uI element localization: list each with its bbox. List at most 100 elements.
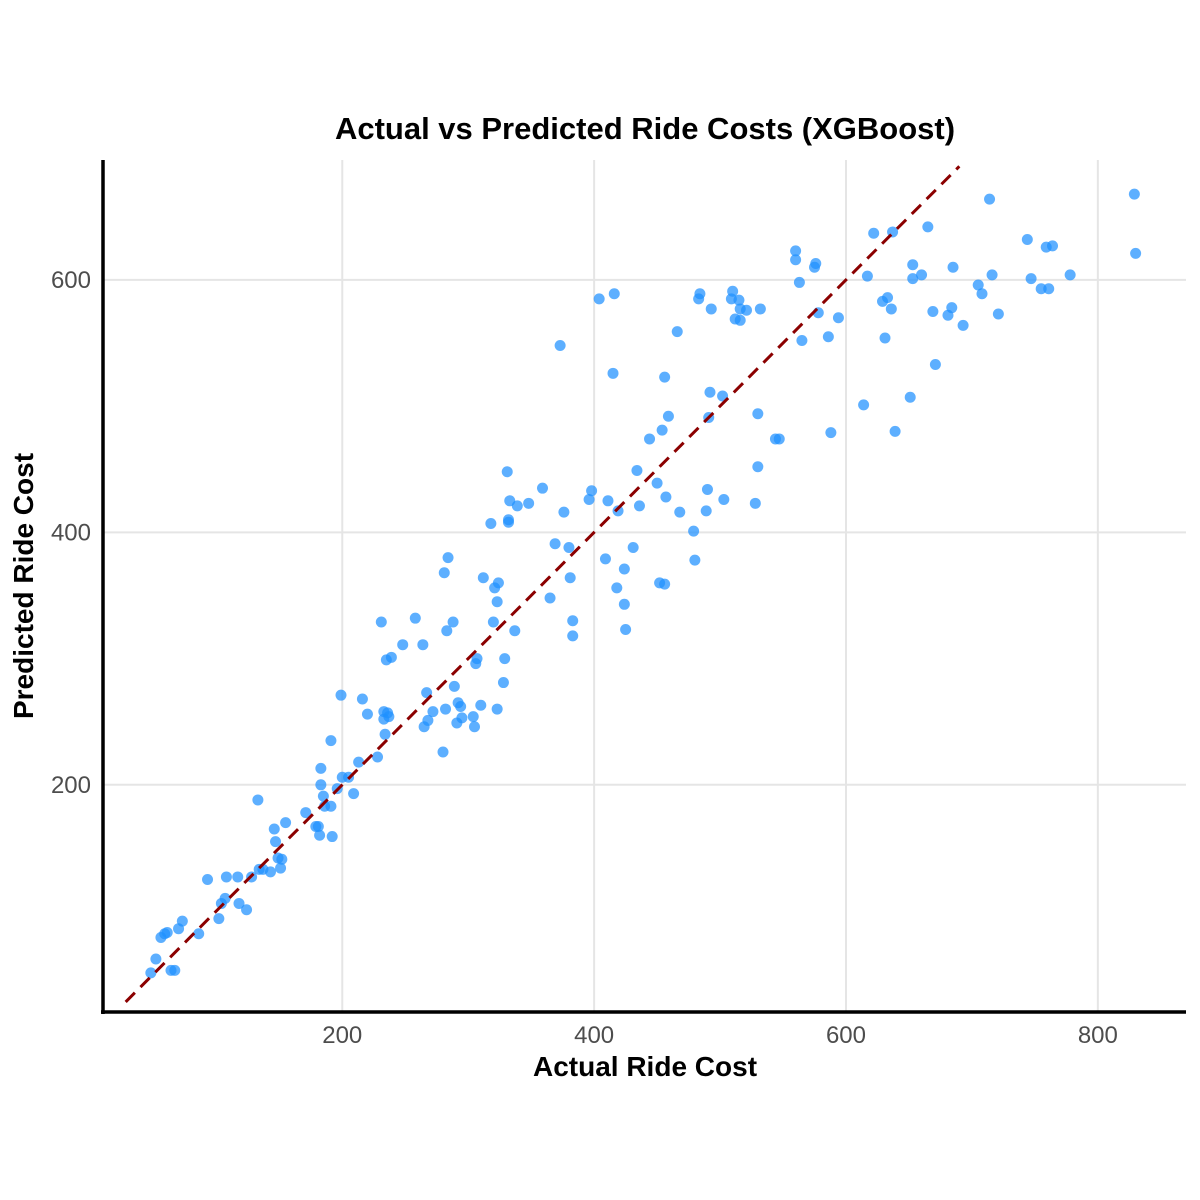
data-point-193: [1043, 283, 1055, 295]
data-point-67: [441, 625, 453, 637]
data-point-179: [929, 358, 941, 370]
y-tick-600: 600: [51, 267, 91, 294]
data-point-118: [631, 465, 643, 477]
data-point-100: [558, 506, 570, 518]
data-point-102: [564, 572, 576, 584]
data-point-14: [220, 871, 232, 883]
data-point-58: [409, 612, 421, 624]
data-point-45: [353, 756, 365, 768]
data-point-0: [145, 967, 157, 979]
data-point-186: [984, 193, 996, 205]
data-point-103: [567, 615, 579, 627]
data-point-73: [455, 701, 467, 713]
data-point-109: [602, 495, 614, 507]
x-tick-600: 600: [826, 1022, 866, 1049]
data-point-22: [264, 866, 276, 878]
data-point-126: [660, 491, 672, 503]
data-point-162: [825, 427, 837, 439]
data-point-55: [383, 711, 395, 723]
data-point-104: [567, 630, 579, 642]
data-point-138: [705, 303, 717, 315]
data-point-23: [268, 823, 280, 835]
data-point-94: [511, 500, 523, 512]
data-point-39: [326, 831, 338, 843]
data-point-6: [169, 964, 181, 976]
data-point-114: [618, 563, 630, 575]
data-point-134: [700, 505, 712, 517]
x-axis-label: Actual Ride Cost: [533, 1051, 757, 1082]
data-point-172: [889, 425, 901, 437]
data-point-57: [397, 639, 409, 651]
data-point-137: [704, 386, 716, 398]
data-point-81: [485, 518, 497, 530]
data-point-189: [1021, 234, 1033, 246]
data-point-56: [385, 651, 397, 663]
data-point-93: [509, 625, 521, 637]
data-point-17: [241, 904, 253, 916]
data-point-147: [741, 304, 753, 316]
data-point-117: [627, 542, 639, 554]
data-point-161: [822, 331, 834, 343]
data-point-96: [536, 482, 548, 494]
data-points: [145, 188, 1142, 979]
data-point-133: [694, 288, 706, 300]
data-point-80: [477, 572, 489, 584]
data-point-154: [790, 245, 802, 257]
data-point-197: [1130, 247, 1142, 259]
x-tick-800: 800: [1078, 1022, 1118, 1049]
data-point-29: [300, 807, 312, 819]
data-point-169: [882, 292, 894, 304]
data-point-142: [727, 285, 739, 297]
data-point-174: [907, 273, 919, 285]
data-point-76: [468, 721, 480, 733]
data-point-187: [986, 269, 998, 281]
data-point-150: [752, 408, 764, 420]
data-point-127: [662, 410, 674, 422]
data-point-34: [315, 762, 327, 774]
grid-lines: [103, 160, 1186, 1012]
data-point-107: [593, 293, 605, 305]
data-point-15: [232, 871, 244, 883]
data-point-194: [1047, 240, 1059, 252]
data-point-105: [583, 494, 595, 506]
data-point-120: [644, 433, 656, 445]
data-point-38: [325, 735, 337, 747]
data-point-99: [554, 340, 566, 352]
data-point-37: [325, 800, 337, 812]
data-point-32: [314, 829, 326, 841]
data-point-85: [491, 703, 503, 715]
data-point-111: [608, 288, 620, 300]
data-point-95: [523, 497, 535, 509]
data-point-19: [252, 794, 264, 806]
data-point-116: [620, 624, 632, 636]
data-point-86: [492, 577, 504, 589]
data-point-88: [499, 653, 511, 665]
x-tick-400: 400: [574, 1022, 614, 1049]
data-point-69: [447, 616, 459, 628]
data-point-159: [810, 258, 822, 270]
data-point-4: [161, 926, 173, 938]
data-point-52: [379, 728, 391, 740]
data-point-75: [467, 711, 479, 723]
data-point-91: [502, 516, 514, 528]
data-point-48: [372, 751, 384, 763]
data-point-157: [796, 334, 808, 346]
data-point-11: [213, 913, 225, 925]
data-point-130: [688, 525, 700, 537]
data-point-46: [356, 693, 368, 705]
data-point-97: [544, 592, 556, 604]
data-point-145: [734, 314, 746, 326]
data-point-101: [563, 542, 575, 554]
data-point-70: [448, 680, 460, 692]
data-point-9: [193, 928, 205, 940]
data-point-177: [922, 221, 934, 233]
data-point-176: [916, 269, 928, 281]
data-point-66: [440, 703, 452, 715]
data-point-84: [491, 596, 503, 608]
data-point-190: [1025, 273, 1037, 285]
data-point-185: [976, 288, 988, 300]
data-point-89: [501, 466, 513, 478]
data-point-178: [927, 305, 939, 317]
data-point-140: [718, 494, 730, 506]
